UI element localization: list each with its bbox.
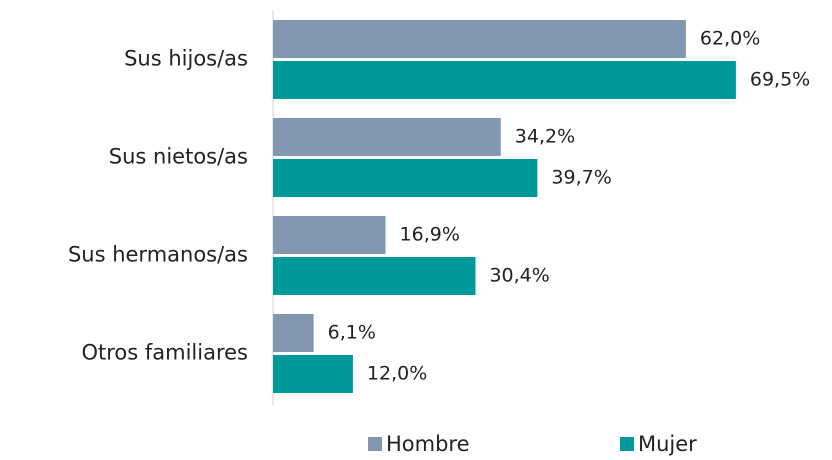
bar [273, 355, 353, 393]
value-label: 69,5% [750, 69, 810, 91]
category-label: Otros familiares [81, 341, 248, 365]
bar [273, 20, 686, 58]
category-label: Sus hijos/as [124, 47, 248, 71]
legend-swatch [368, 437, 382, 451]
category-label: Sus hermanos/as [68, 243, 248, 267]
legend-label: Mujer [638, 432, 697, 456]
value-label: 34,2% [515, 126, 575, 148]
legend-label: Hombre [386, 432, 470, 456]
category-label: Sus nietos/as [109, 145, 248, 169]
bar [273, 314, 314, 352]
value-label: 6,1% [328, 322, 376, 344]
bar [273, 257, 476, 295]
bar [273, 118, 501, 156]
legend-swatch [620, 437, 634, 451]
bar [273, 61, 736, 99]
value-label: 62,0% [700, 28, 760, 50]
value-label: 12,0% [367, 363, 427, 385]
value-label: 16,9% [400, 224, 460, 246]
value-label: 39,7% [551, 167, 611, 189]
bar [273, 159, 538, 197]
bar [273, 216, 386, 254]
value-label: 30,4% [489, 265, 549, 287]
